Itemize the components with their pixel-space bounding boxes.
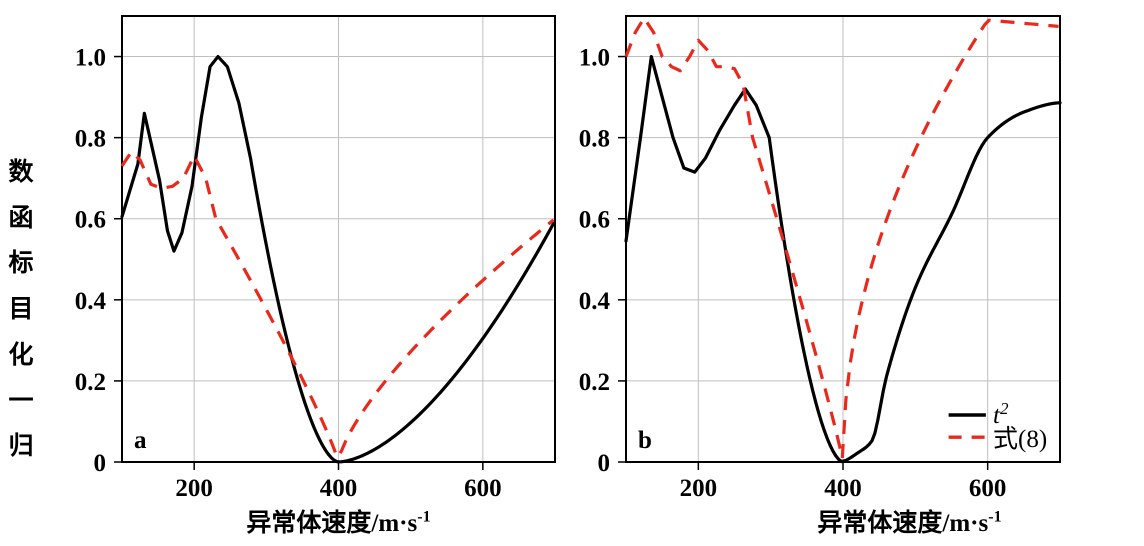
- svg-text:200: 200: [680, 475, 718, 502]
- svg-text:600: 600: [464, 475, 502, 502]
- svg-text:式(8): 式(8): [993, 425, 1047, 453]
- svg-text:0: 0: [598, 450, 611, 477]
- svg-text:t2: t2: [993, 399, 1009, 430]
- svg-text:0.8: 0.8: [75, 126, 106, 153]
- svg-text:0.4: 0.4: [579, 288, 611, 315]
- svg-text:a: a: [134, 427, 147, 454]
- svg-text:1.0: 1.0: [579, 45, 610, 72]
- svg-text:b: b: [638, 427, 652, 454]
- svg-text:1.0: 1.0: [75, 45, 106, 72]
- svg-text:0.8: 0.8: [579, 126, 610, 153]
- svg-text:0.2: 0.2: [579, 369, 610, 396]
- svg-text:0: 0: [94, 450, 107, 477]
- svg-text:400: 400: [320, 475, 358, 502]
- svg-text:0.6: 0.6: [75, 207, 106, 234]
- svg-text:400: 400: [824, 475, 862, 502]
- svg-text:0.4: 0.4: [75, 288, 107, 315]
- svg-text:0.2: 0.2: [75, 369, 106, 396]
- svg-text:600: 600: [969, 475, 1007, 502]
- svg-text:200: 200: [175, 475, 213, 502]
- svg-text:0.6: 0.6: [579, 207, 610, 234]
